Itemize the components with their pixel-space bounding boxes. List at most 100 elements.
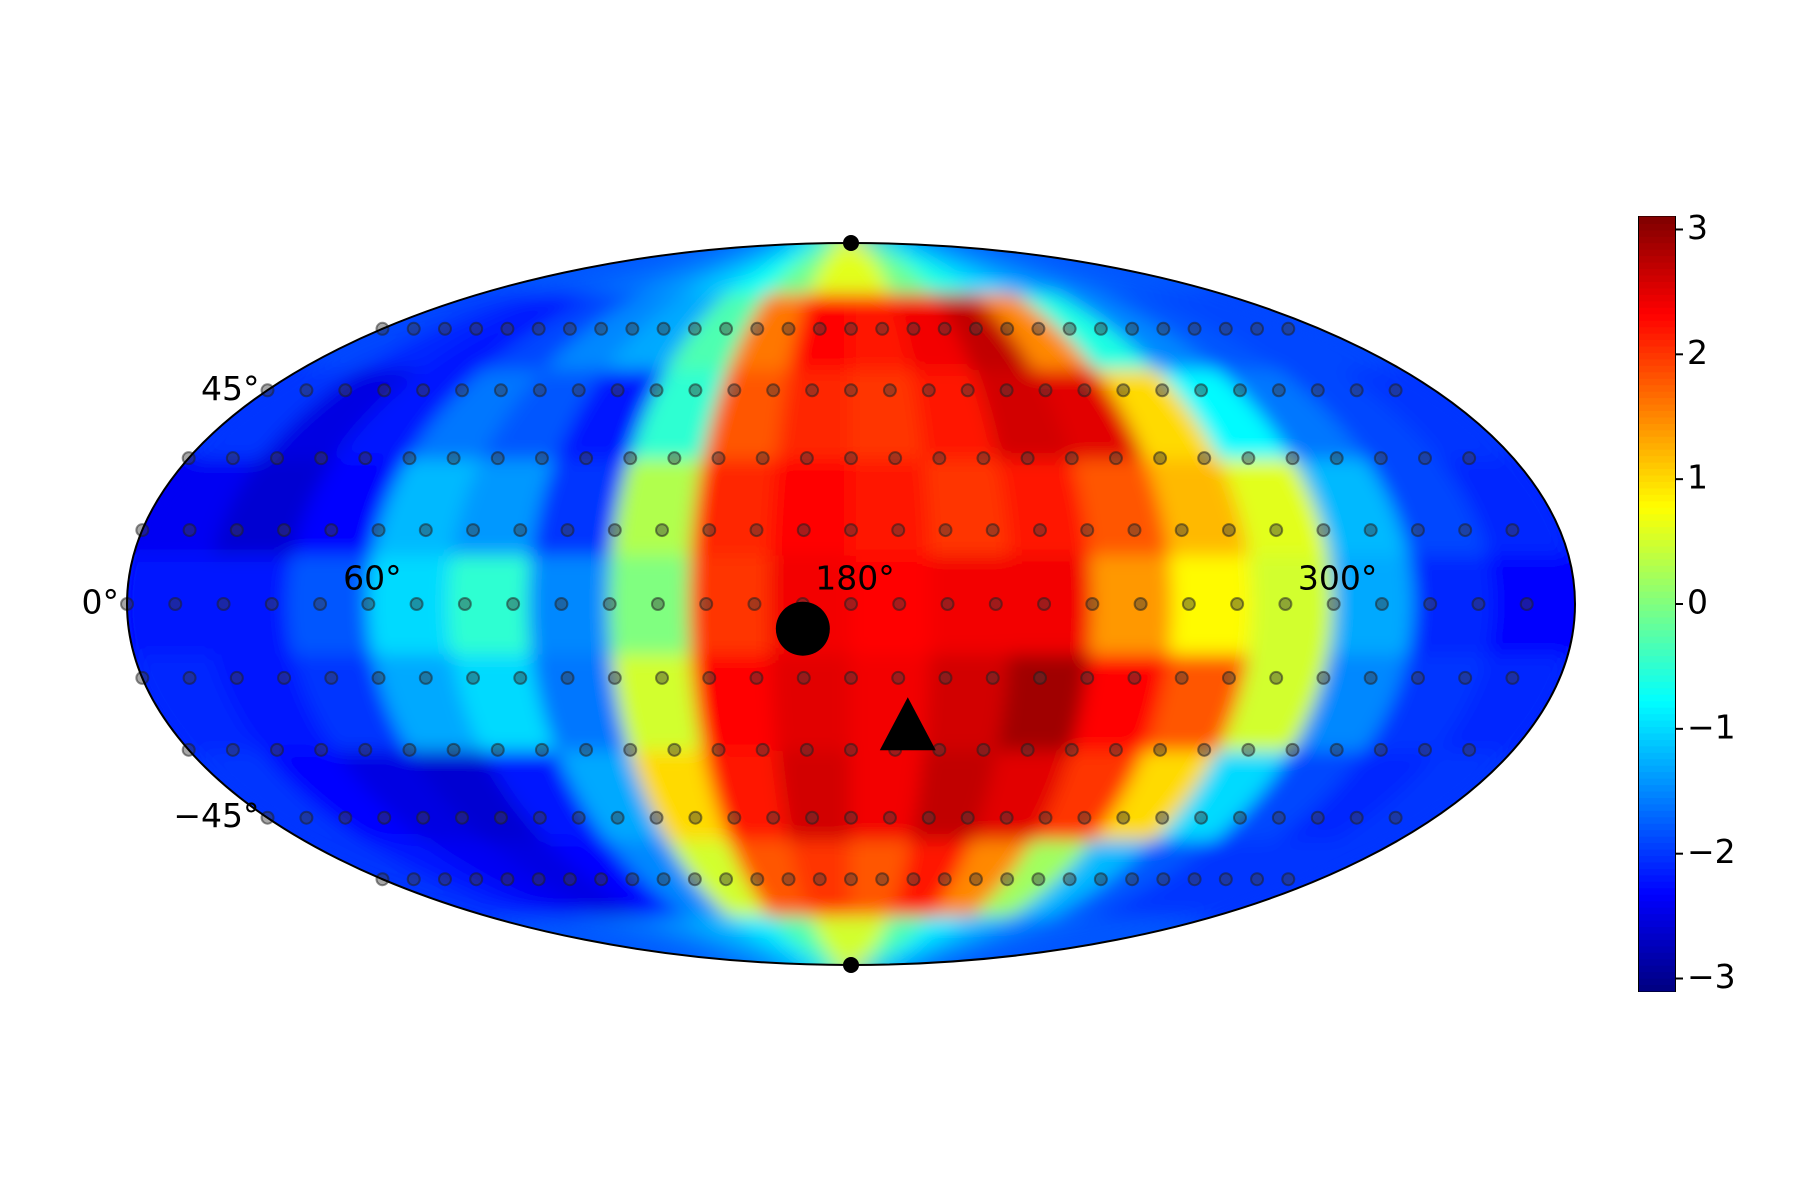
sample-point xyxy=(1125,321,1140,336)
sample-point xyxy=(1093,321,1108,336)
sample-point xyxy=(469,321,484,336)
sample-point xyxy=(1194,810,1209,825)
sample-point xyxy=(531,872,546,887)
sample-point xyxy=(625,872,640,887)
sample-point xyxy=(1471,597,1486,611)
colorbar-swatch xyxy=(1639,345,1675,353)
sample-point xyxy=(229,523,244,538)
sample-point xyxy=(1326,597,1341,611)
sample-point xyxy=(1250,872,1265,887)
sample-point xyxy=(844,810,858,825)
sample-point xyxy=(999,383,1014,398)
sample-point xyxy=(656,321,671,336)
sample-point xyxy=(1316,670,1331,685)
sample-point xyxy=(781,872,796,887)
sample-point xyxy=(406,321,421,336)
colorbar-swatch xyxy=(1639,300,1675,308)
sample-point xyxy=(623,451,638,466)
sample-point xyxy=(377,810,392,825)
sample-point xyxy=(688,810,703,825)
colorbar-swatch xyxy=(1639,455,1675,463)
sample-point xyxy=(985,670,1000,685)
colorbar-swatch xyxy=(1639,635,1675,644)
sample-point xyxy=(554,597,569,611)
sample-point xyxy=(888,451,903,466)
sample-point xyxy=(988,597,1003,611)
sample-point xyxy=(270,742,285,757)
colorbar-swatch xyxy=(1639,842,1675,850)
colorbar-tick-label: −1 xyxy=(1687,707,1736,746)
sample-point xyxy=(844,597,858,611)
colorbar-swatch xyxy=(1639,590,1675,599)
colorbar-swatch xyxy=(1639,584,1675,592)
heatmap-cell xyxy=(608,553,693,655)
colorbar-swatch xyxy=(1639,887,1675,895)
sample-point xyxy=(727,810,742,825)
sample-point xyxy=(457,597,472,611)
colorbar-swatch xyxy=(1639,377,1675,386)
colorbar-swatch xyxy=(1639,539,1675,547)
sample-point xyxy=(875,872,890,887)
sample-point xyxy=(719,872,734,887)
colorbar-swatch xyxy=(1639,603,1675,611)
sample-point xyxy=(270,451,285,466)
sample-point xyxy=(711,451,726,466)
sample-point xyxy=(1329,742,1344,757)
y-tick-label: −45° xyxy=(173,796,259,835)
sample-point xyxy=(699,597,714,611)
sample-point xyxy=(796,670,811,685)
sample-point xyxy=(1329,451,1344,466)
sample-point xyxy=(493,810,508,825)
colorbar-swatch xyxy=(1639,880,1675,889)
colorbar-swatch xyxy=(1639,809,1675,818)
sample-point xyxy=(1241,742,1256,757)
sample-point xyxy=(1462,451,1477,466)
colorbar-tick-label: 1 xyxy=(1687,458,1708,497)
sample-point xyxy=(1080,670,1095,685)
sample-point xyxy=(882,383,897,398)
sample-point xyxy=(937,321,952,336)
sample-point xyxy=(579,451,594,466)
sample-point xyxy=(1194,383,1209,398)
colorbar-swatch xyxy=(1639,371,1675,379)
sample-point xyxy=(1349,383,1364,398)
colorbar-swatch xyxy=(1639,390,1675,399)
colorbar-swatch xyxy=(1639,474,1675,482)
sample-point xyxy=(1062,872,1077,887)
sample-point xyxy=(1116,383,1131,398)
colorbar-swatch xyxy=(1639,319,1675,328)
sample-point xyxy=(361,597,376,611)
sample-point xyxy=(805,810,820,825)
sample-point xyxy=(446,451,461,466)
colorbar-swatch xyxy=(1639,448,1675,457)
sample-point xyxy=(968,321,983,336)
sample-point xyxy=(1373,742,1388,757)
sample-point xyxy=(1423,597,1438,611)
colorbar-swatch xyxy=(1639,261,1675,270)
colorbar-swatch xyxy=(1639,919,1675,927)
heatmap-cell xyxy=(923,457,1012,556)
colorbar-swatch xyxy=(1639,661,1675,669)
colorbar-swatch xyxy=(1639,642,1675,650)
sample-point xyxy=(371,670,386,685)
heatmap-cell xyxy=(770,457,852,556)
sample-point xyxy=(667,451,682,466)
sample-point xyxy=(766,810,781,825)
sample-point xyxy=(299,810,314,825)
sample-point xyxy=(687,872,702,887)
colorbar-swatch xyxy=(1639,506,1675,515)
sample-point xyxy=(1108,742,1123,757)
sample-point xyxy=(371,523,386,538)
heatmap-cell xyxy=(690,457,779,556)
sample-point xyxy=(1218,872,1233,887)
sample-point xyxy=(416,810,431,825)
sample-point xyxy=(844,321,858,336)
heatmap-cell xyxy=(1009,553,1094,655)
sample-point xyxy=(1032,523,1047,538)
colorbar-swatch xyxy=(1639,629,1675,637)
sample-point xyxy=(1085,597,1100,611)
sample-point xyxy=(1363,523,1378,538)
heatmap-cell xyxy=(850,457,932,556)
colorbar-swatch xyxy=(1639,738,1675,747)
colorbar-swatch xyxy=(1639,790,1675,798)
